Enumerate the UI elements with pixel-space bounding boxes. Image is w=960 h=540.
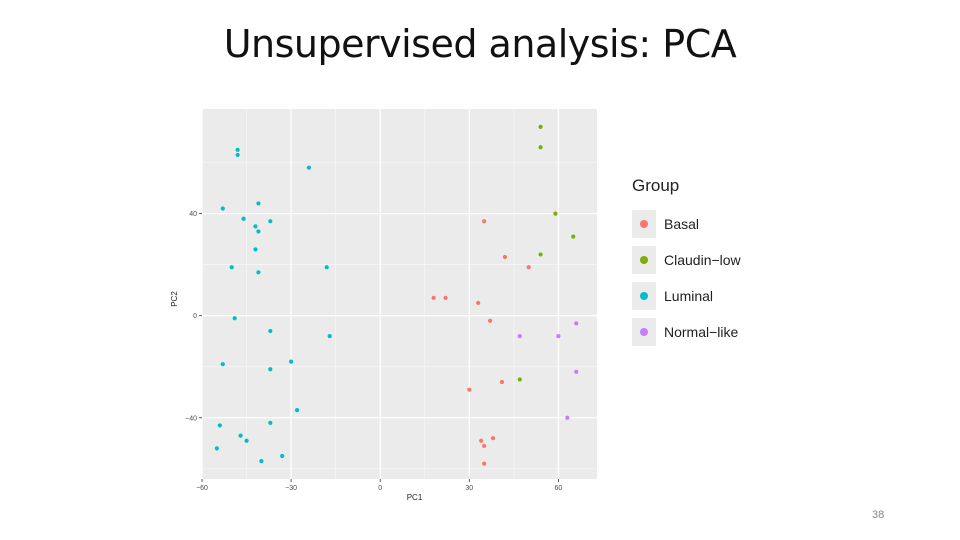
point-luminal [244, 438, 249, 443]
x-tick-label: 0 [378, 485, 382, 492]
point-normal-like [574, 369, 579, 374]
x-tick-label: −30 [285, 485, 297, 492]
x-axis-label: PC1 [407, 493, 423, 502]
point-luminal [259, 459, 264, 464]
legend-dot-normal-like [640, 328, 648, 336]
legend-key [632, 246, 656, 274]
point-claudin-low [571, 234, 576, 239]
legend-label: Normal−like [664, 324, 739, 340]
point-luminal [214, 446, 219, 451]
point-luminal [220, 362, 225, 367]
point-luminal [229, 265, 234, 270]
point-luminal [235, 152, 240, 158]
legend-label: Luminal [664, 288, 714, 304]
legend-dot-basal [640, 220, 648, 228]
pca-scatter-plot: −60 −30 0 30 60 −40 0 40 PC1 PC2 [170, 109, 597, 502]
point-luminal [217, 423, 222, 428]
slide-number: 38 [872, 509, 885, 521]
point-luminal [253, 224, 258, 229]
point-basal [479, 438, 484, 443]
point-luminal [294, 408, 300, 413]
point-claudin-low [553, 211, 558, 216]
y-tick-label: −40 [185, 415, 197, 422]
y-axis-label: PC2 [170, 291, 179, 307]
point-luminal [268, 328, 273, 334]
point-basal [467, 387, 472, 392]
point-normal-like [574, 321, 579, 326]
legend: Group Basal Claudin−low Luminal Normal−l… [632, 176, 782, 350]
legend-key [632, 318, 656, 346]
point-luminal [256, 229, 261, 234]
legend-key [632, 282, 656, 310]
point-luminal [327, 334, 332, 339]
point-luminal [238, 433, 243, 438]
point-basal [482, 461, 487, 466]
legend-label: Claudin−low [664, 252, 741, 268]
point-basal [482, 219, 487, 224]
point-basal [490, 436, 496, 441]
point-basal [502, 254, 508, 260]
point-luminal [268, 420, 273, 425]
point-luminal [268, 367, 273, 372]
legend-label: Basal [664, 216, 700, 232]
point-luminal [306, 165, 312, 170]
point-luminal [253, 247, 258, 252]
point-basal [487, 318, 493, 323]
legend-item-luminal: Luminal [632, 278, 782, 314]
point-claudin-low [538, 252, 543, 257]
point-luminal [232, 316, 237, 321]
point-basal [482, 443, 487, 448]
point-basal [476, 300, 481, 306]
plot-panel [202, 109, 597, 479]
point-normal-like [565, 415, 570, 420]
legend-item-basal: Basal [632, 206, 782, 242]
legend-dot-luminal [640, 292, 648, 300]
point-claudin-low [538, 124, 543, 129]
legend-title: Group [632, 176, 680, 195]
point-luminal [256, 201, 261, 206]
x-tick-label: 60 [554, 485, 562, 492]
point-basal [443, 295, 448, 300]
y-tick-label: 0 [193, 313, 197, 320]
x-tick-label: −60 [196, 485, 208, 492]
point-luminal [256, 270, 261, 275]
point-luminal [235, 147, 240, 152]
point-luminal [280, 453, 285, 459]
point-luminal [288, 359, 294, 364]
legend-key [632, 210, 656, 238]
legend-item-claudin-low: Claudin−low [632, 242, 782, 278]
y-tick-label: 40 [189, 211, 197, 218]
point-normal-like [556, 334, 561, 339]
point-claudin-low [517, 377, 522, 382]
point-basal [499, 379, 505, 385]
point-luminal [220, 206, 225, 211]
x-tick-label: 30 [465, 485, 473, 492]
point-basal [526, 265, 531, 270]
point-luminal [268, 219, 273, 224]
point-claudin-low [538, 145, 543, 150]
point-basal [431, 295, 436, 300]
legend-item-normal-like: Normal−like [632, 314, 782, 350]
point-luminal [324, 265, 329, 270]
slide-title: Unsupervised analysis: PCA [223, 22, 737, 66]
point-luminal [241, 216, 246, 221]
point-normal-like [517, 334, 522, 339]
legend-dot-claudin-low [640, 256, 648, 264]
